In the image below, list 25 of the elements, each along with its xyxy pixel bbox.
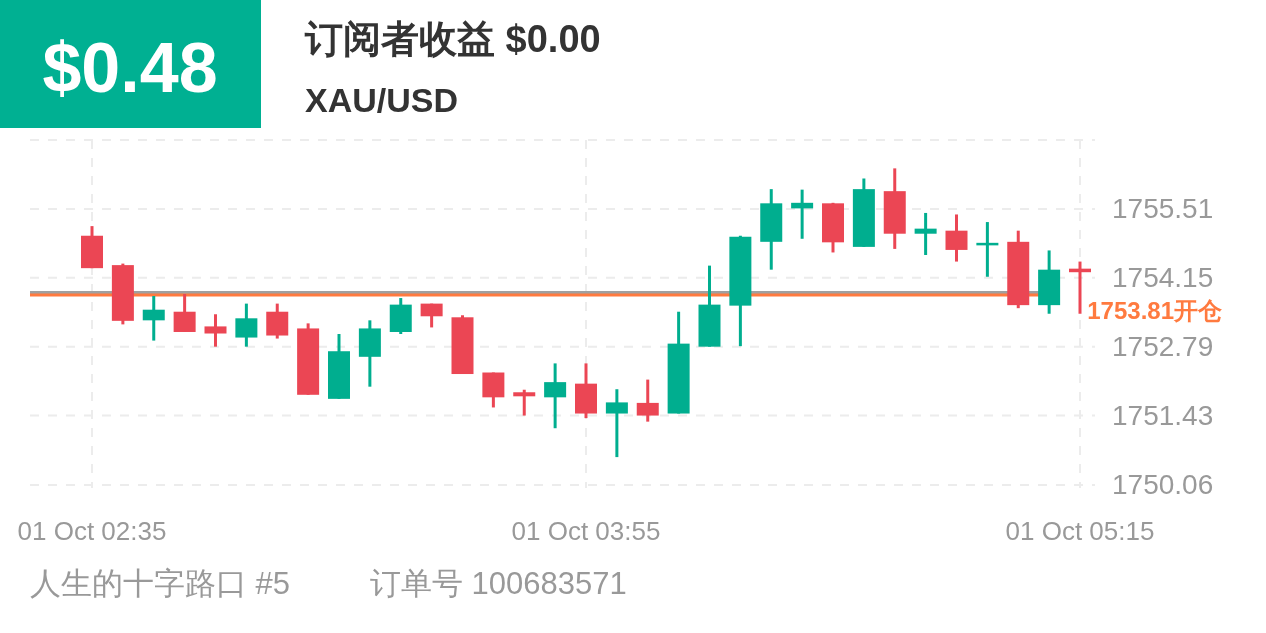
candlestick bbox=[204, 314, 227, 347]
text: $0.48 bbox=[42, 29, 218, 107]
x-tick-label: 01 Oct 02:35 bbox=[17, 516, 167, 546]
x-tick-label: 01 Oct 03:55 bbox=[511, 516, 661, 546]
candlestick bbox=[142, 296, 165, 341]
ref-line-label: 1753.81开仓 bbox=[1087, 296, 1223, 324]
candlestick bbox=[544, 363, 567, 430]
candlestick bbox=[235, 303, 258, 347]
candlestick bbox=[173, 293, 196, 332]
y-tick-label: 1754.15 bbox=[1112, 262, 1214, 294]
candlestick bbox=[636, 379, 659, 422]
candlestick bbox=[266, 303, 289, 339]
candlestick bbox=[513, 389, 536, 416]
y-tick-label: 1755.51 bbox=[1112, 193, 1214, 225]
text: 订单号 100683571 bbox=[370, 566, 627, 601]
chart-title: 订阅者收益 $0.00 bbox=[304, 18, 601, 60]
candlestick bbox=[945, 214, 968, 262]
y-tick-label: 1750.06 bbox=[1112, 469, 1214, 501]
text: 人生的十字路口 #5 bbox=[30, 566, 291, 601]
x-tick-label: 01 Oct 05:15 bbox=[1005, 516, 1155, 546]
y-tick-label: 1752.79 bbox=[1112, 331, 1214, 363]
y-tick-label: 1751.43 bbox=[1112, 400, 1214, 432]
candlestick bbox=[914, 211, 937, 255]
chart-subtitle: XAU/USD bbox=[305, 81, 459, 119]
candlestick bbox=[605, 389, 628, 459]
